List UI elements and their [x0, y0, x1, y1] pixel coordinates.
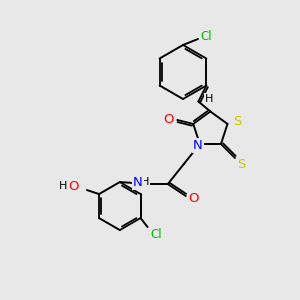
Text: H: H — [141, 177, 149, 187]
Text: Cl: Cl — [200, 29, 212, 43]
Text: O: O — [163, 113, 173, 126]
Text: S: S — [237, 158, 245, 171]
Text: O: O — [68, 180, 78, 193]
Text: H: H — [205, 94, 214, 103]
Text: Cl: Cl — [151, 228, 162, 241]
Text: O: O — [189, 192, 199, 205]
Text: N: N — [193, 139, 203, 152]
Text: H: H — [59, 181, 67, 191]
Text: S: S — [233, 116, 242, 128]
Text: N: N — [133, 176, 143, 189]
